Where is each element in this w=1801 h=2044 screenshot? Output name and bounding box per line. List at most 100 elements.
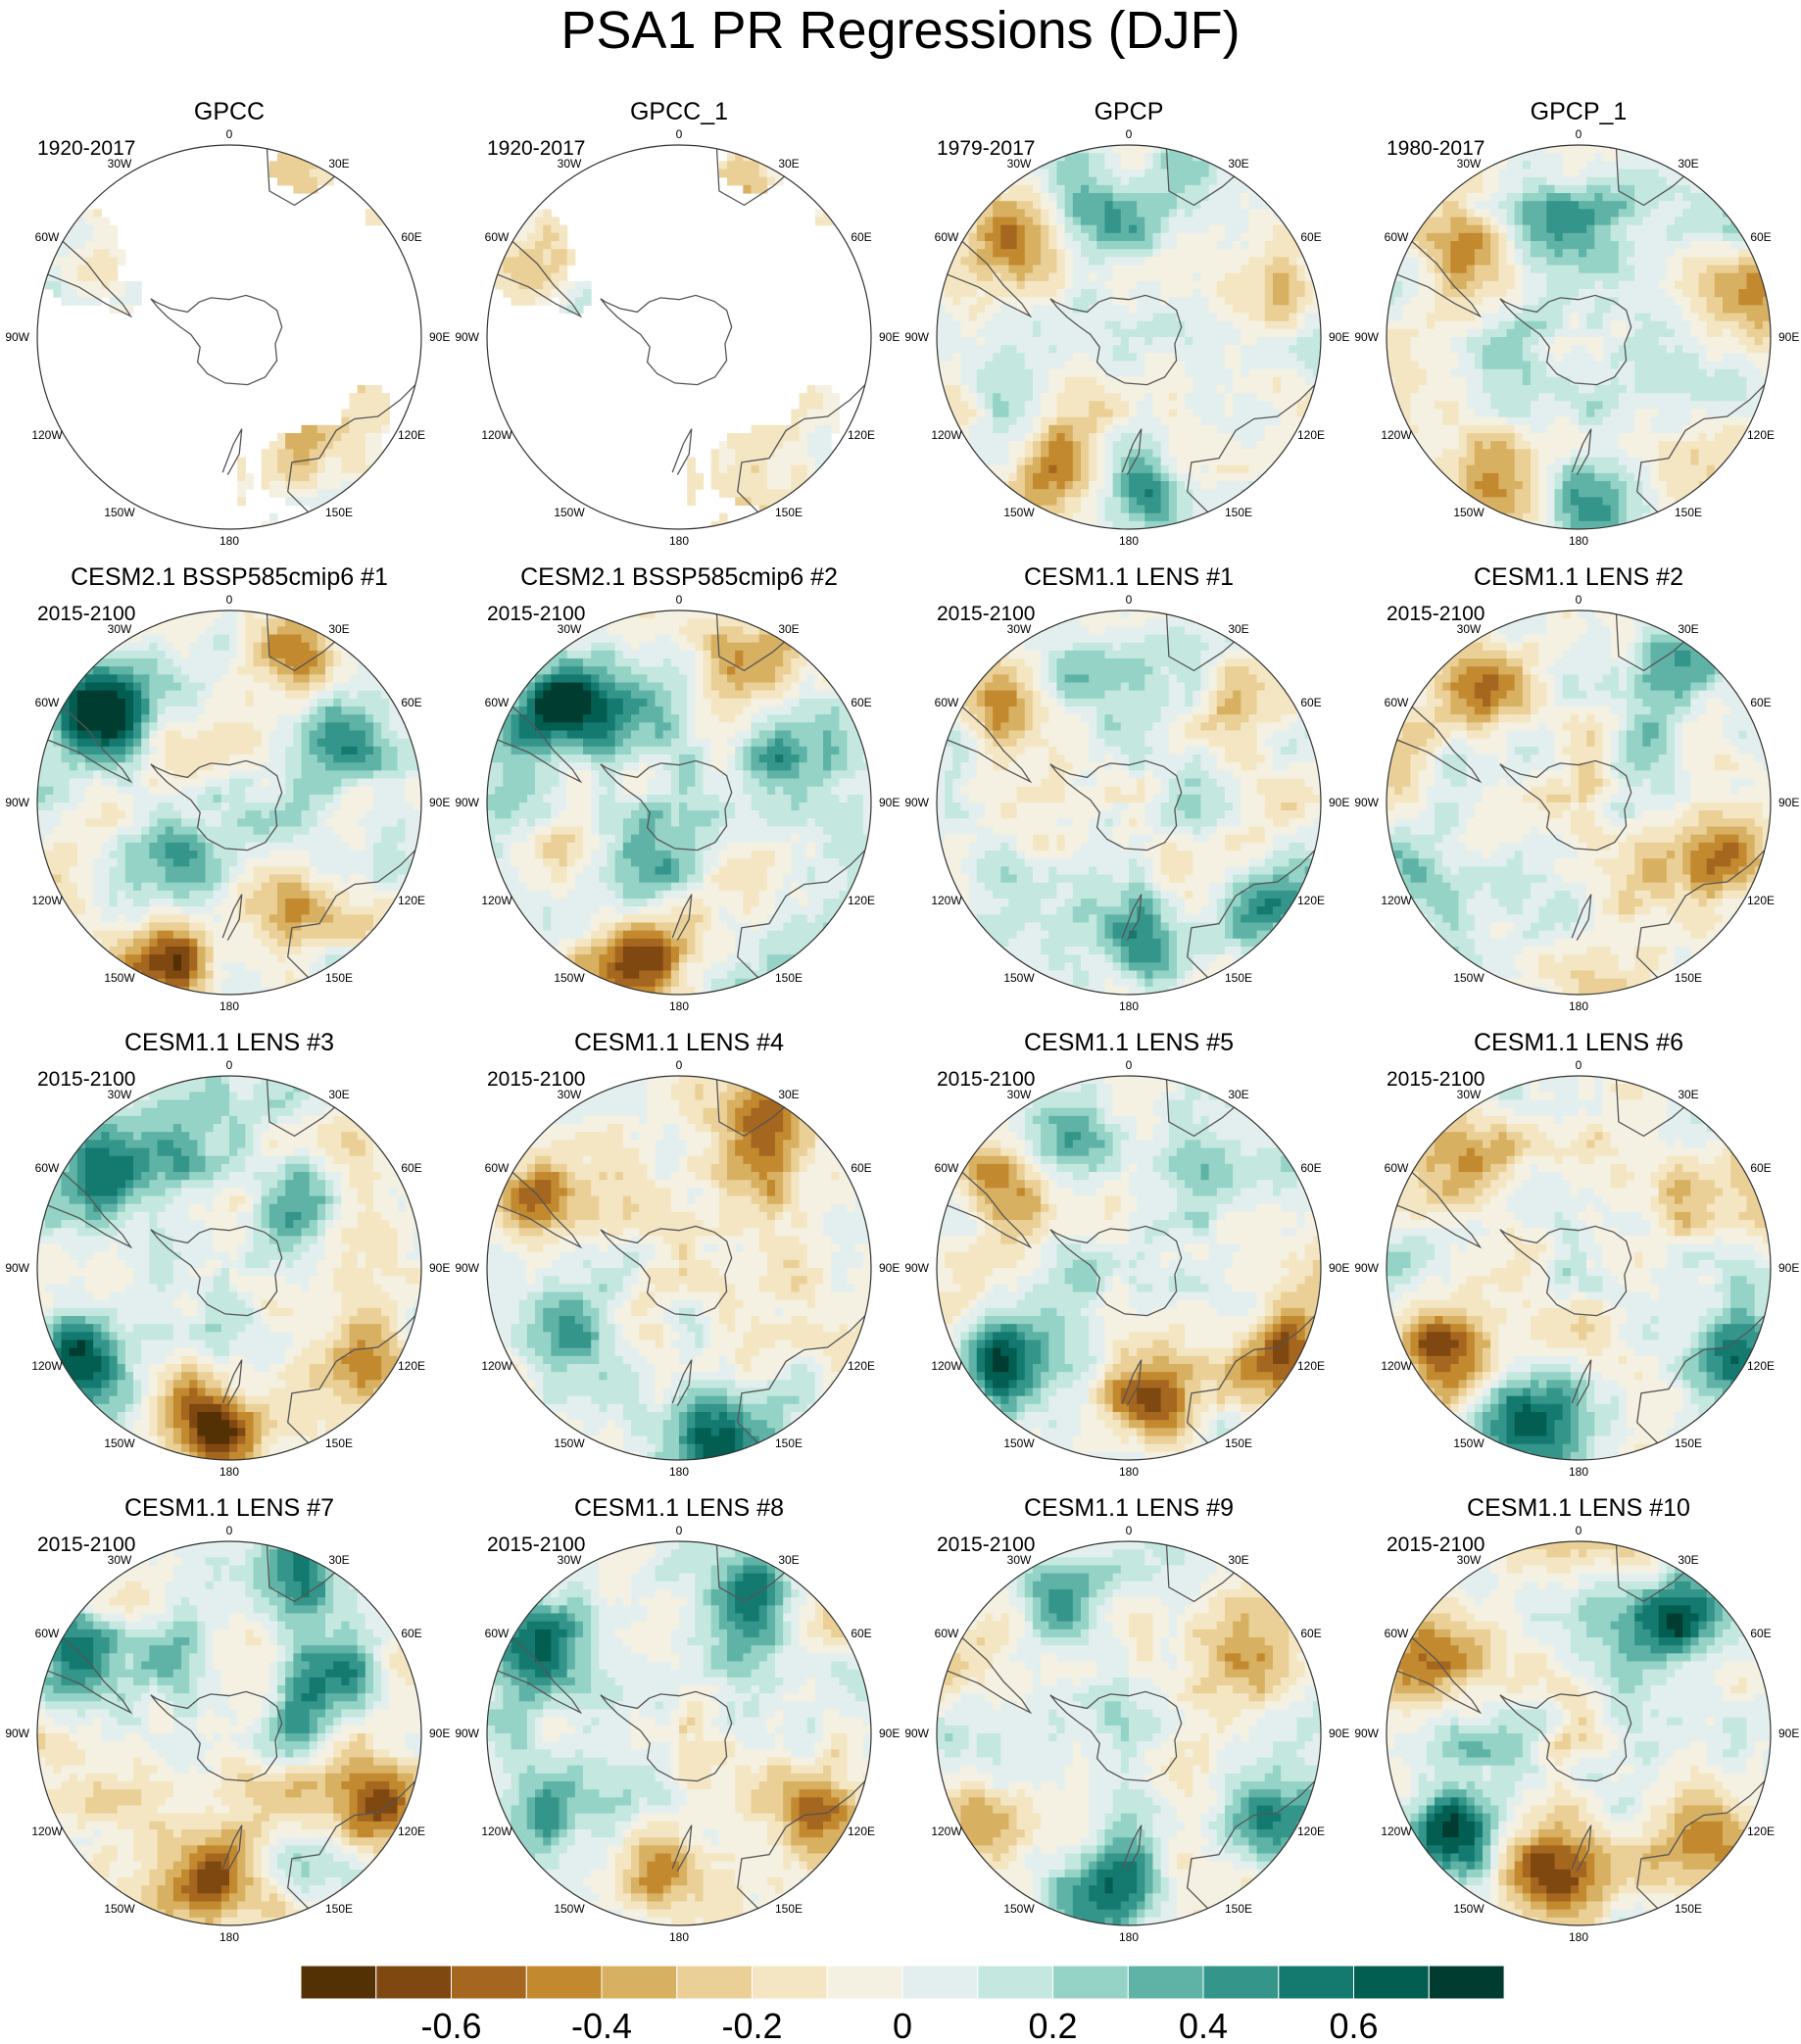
field-cell xyxy=(1618,272,1628,282)
field-cell xyxy=(1586,416,1595,426)
field-cell xyxy=(543,217,552,226)
field-cell xyxy=(85,730,94,740)
field-cell xyxy=(1129,289,1138,298)
field-cell xyxy=(1554,224,1564,234)
field-cell xyxy=(1177,489,1186,498)
field-cell xyxy=(1483,209,1491,219)
field-cell xyxy=(727,481,736,490)
field-cell xyxy=(814,449,824,459)
field-cell xyxy=(1602,305,1612,315)
field-cell xyxy=(1096,153,1106,162)
field-cell xyxy=(1129,464,1138,474)
field-cell xyxy=(1304,305,1314,315)
field-cell xyxy=(109,947,119,955)
field-cell xyxy=(285,441,294,450)
field-cell xyxy=(1064,161,1074,170)
field-cell xyxy=(1144,272,1154,282)
field-cell xyxy=(976,401,986,411)
field-cell xyxy=(1304,376,1314,386)
field-cell xyxy=(1675,272,1683,282)
field-cell xyxy=(1682,337,1691,346)
field-cell xyxy=(1714,385,1724,394)
field-cell xyxy=(718,441,728,450)
field-cell xyxy=(1281,232,1290,242)
field-cell xyxy=(1072,176,1082,186)
field-cell xyxy=(566,249,576,258)
field-cell xyxy=(1546,265,1556,274)
field-cell xyxy=(285,433,294,442)
field-cell xyxy=(968,289,978,298)
field-cell xyxy=(117,714,126,723)
field-cell xyxy=(1514,401,1524,411)
field-cell xyxy=(349,464,359,474)
field-cell xyxy=(993,209,1001,219)
lon-label-60e: 60E xyxy=(1300,230,1321,244)
field-cell xyxy=(149,778,159,788)
field-cell xyxy=(1675,393,1683,402)
field-cell xyxy=(149,642,159,652)
field-cell xyxy=(373,416,382,426)
field-cell xyxy=(268,457,278,466)
field-cell xyxy=(1016,176,1026,186)
field-cell xyxy=(1200,481,1210,490)
field-cell xyxy=(1474,201,1484,210)
field-cell xyxy=(1152,217,1162,226)
field-cell xyxy=(1627,328,1635,338)
field-cell xyxy=(1627,401,1635,411)
field-cell xyxy=(1682,449,1691,459)
field-cell xyxy=(1498,280,1508,290)
field-cell xyxy=(101,922,111,932)
field-cell xyxy=(1185,353,1193,363)
field-cell xyxy=(101,882,111,892)
field-cell xyxy=(1666,481,1676,490)
field-cell xyxy=(1682,232,1691,242)
field-cell xyxy=(1426,449,1436,459)
field-cell xyxy=(1570,457,1580,466)
field-cell xyxy=(1450,265,1460,274)
field-cell xyxy=(1193,305,1202,315)
field-cell xyxy=(1579,520,1587,529)
field-cell xyxy=(1570,193,1580,202)
field-cell xyxy=(1579,153,1587,162)
field-cell xyxy=(1490,257,1499,267)
field-cell xyxy=(1273,345,1282,354)
field-cell xyxy=(109,738,119,748)
field-cell xyxy=(1225,224,1234,234)
field-cell xyxy=(1642,313,1652,322)
field-cell xyxy=(1474,361,1484,370)
field-cell xyxy=(1160,489,1170,498)
field-cell xyxy=(1490,328,1499,338)
field-cell xyxy=(333,464,342,474)
field-cell xyxy=(93,851,102,859)
field-cell xyxy=(1466,489,1476,498)
field-cell xyxy=(1506,257,1516,267)
field-cell xyxy=(1658,201,1668,210)
field-cell xyxy=(1682,401,1691,411)
field-cell xyxy=(133,778,142,788)
field-cell xyxy=(1256,232,1266,242)
field-cell xyxy=(1554,176,1564,186)
field-cell xyxy=(1256,368,1266,378)
field-cell xyxy=(124,280,134,290)
field-cell xyxy=(1208,257,1218,267)
field-cell xyxy=(141,930,150,940)
field-cell xyxy=(133,938,142,948)
field-cell xyxy=(1081,376,1090,386)
field-cell xyxy=(968,241,978,250)
field-cell xyxy=(687,464,696,474)
lon-label-30w: 30W xyxy=(108,157,132,170)
field-cell xyxy=(766,424,776,434)
field-cell xyxy=(1426,433,1436,442)
field-cell xyxy=(1514,297,1524,306)
field-cell xyxy=(1602,401,1612,411)
field-cell xyxy=(1160,241,1170,250)
field-cell xyxy=(1570,481,1580,490)
field-cell xyxy=(993,433,1001,442)
field-cell xyxy=(1168,353,1178,363)
field-cell xyxy=(1418,320,1428,330)
field-cell xyxy=(1531,376,1539,386)
field-cell xyxy=(1304,353,1314,363)
field-cell xyxy=(1531,232,1539,242)
field-cell xyxy=(133,674,142,684)
field-cell xyxy=(1264,297,1274,306)
